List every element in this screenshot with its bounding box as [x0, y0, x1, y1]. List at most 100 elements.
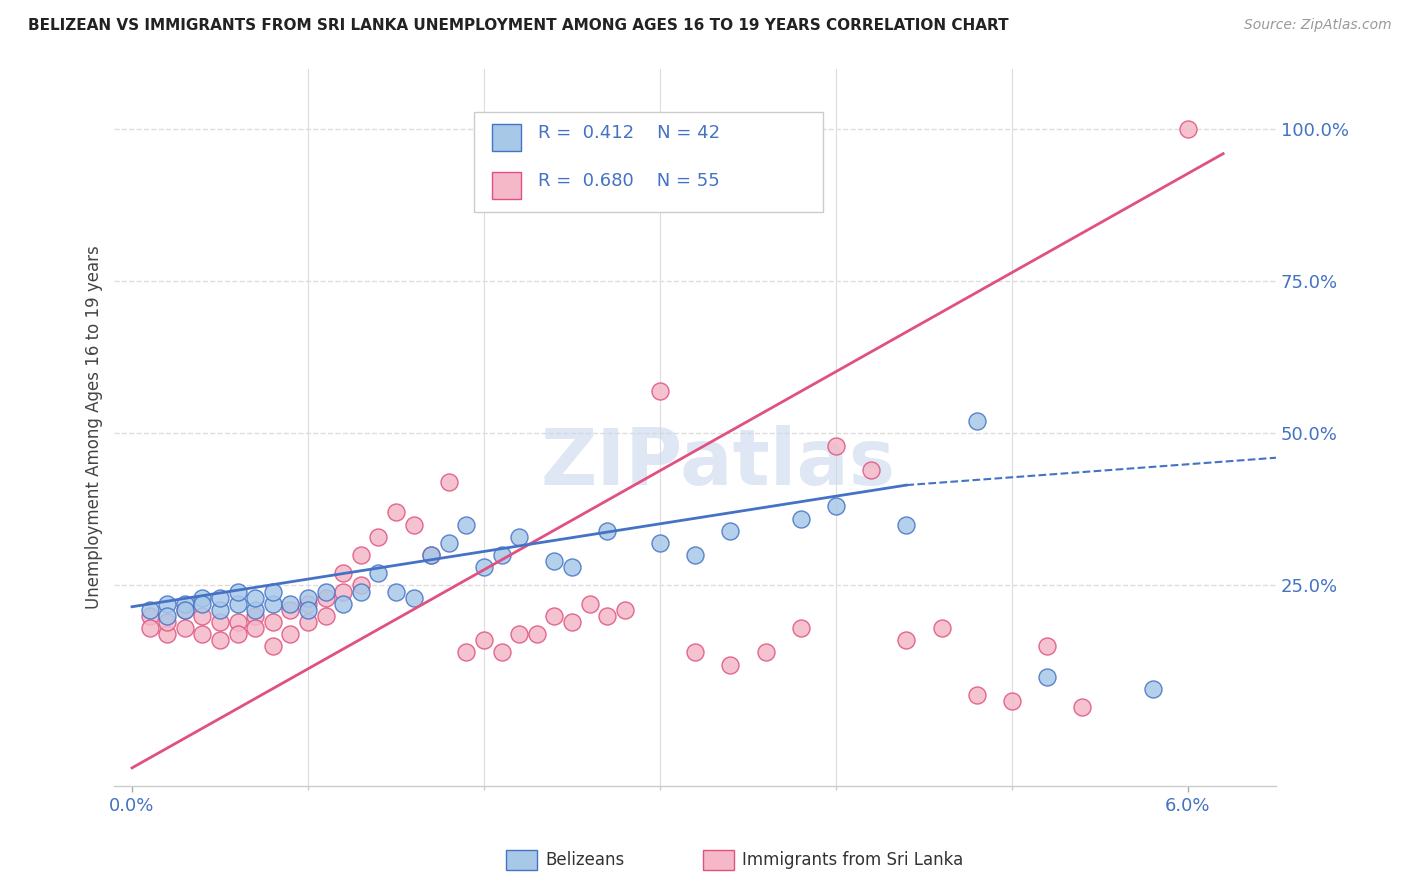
- Point: [297, 615, 319, 629]
- Text: Belizeans: Belizeans: [546, 851, 624, 869]
- Point: [191, 597, 214, 611]
- Point: [226, 597, 249, 611]
- Point: [896, 633, 918, 648]
- Point: [208, 603, 231, 617]
- Point: [297, 591, 319, 605]
- Point: [648, 384, 671, 398]
- Point: [437, 475, 460, 489]
- Point: [245, 621, 267, 635]
- Point: [173, 597, 195, 611]
- Point: [385, 584, 408, 599]
- Point: [297, 597, 319, 611]
- Point: [755, 645, 778, 659]
- Point: [315, 591, 337, 605]
- Point: [138, 621, 160, 635]
- Point: [1036, 670, 1059, 684]
- Point: [208, 591, 231, 605]
- Point: [543, 608, 565, 623]
- Point: [367, 530, 389, 544]
- Point: [596, 608, 619, 623]
- Point: [472, 633, 495, 648]
- Point: [491, 645, 513, 659]
- Point: [226, 584, 249, 599]
- Text: R =  0.680    N = 55: R = 0.680 N = 55: [538, 172, 720, 190]
- Point: [683, 548, 706, 562]
- Point: [1142, 681, 1164, 696]
- Point: [1177, 122, 1199, 136]
- Point: [966, 414, 988, 428]
- Text: Immigrants from Sri Lanka: Immigrants from Sri Lanka: [742, 851, 963, 869]
- Point: [491, 548, 513, 562]
- Point: [718, 657, 741, 672]
- Point: [262, 615, 284, 629]
- Text: BELIZEAN VS IMMIGRANTS FROM SRI LANKA UNEMPLOYMENT AMONG AGES 16 TO 19 YEARS COR: BELIZEAN VS IMMIGRANTS FROM SRI LANKA UN…: [28, 18, 1008, 33]
- Point: [245, 603, 267, 617]
- Point: [561, 560, 583, 574]
- Point: [420, 548, 443, 562]
- Point: [156, 615, 179, 629]
- Point: [280, 603, 302, 617]
- Point: [578, 597, 600, 611]
- Point: [156, 608, 179, 623]
- Point: [508, 530, 530, 544]
- Point: [280, 627, 302, 641]
- Point: [526, 627, 548, 641]
- Point: [966, 688, 988, 702]
- FancyBboxPatch shape: [474, 112, 823, 212]
- Point: [191, 608, 214, 623]
- Point: [472, 560, 495, 574]
- Point: [156, 627, 179, 641]
- Point: [456, 517, 478, 532]
- Point: [315, 608, 337, 623]
- Point: [648, 536, 671, 550]
- Point: [543, 554, 565, 568]
- Point: [138, 608, 160, 623]
- Point: [860, 463, 883, 477]
- Point: [420, 548, 443, 562]
- Point: [208, 633, 231, 648]
- Y-axis label: Unemployment Among Ages 16 to 19 years: Unemployment Among Ages 16 to 19 years: [86, 245, 103, 609]
- Point: [262, 597, 284, 611]
- Point: [1036, 640, 1059, 654]
- Point: [596, 524, 619, 538]
- Point: [718, 524, 741, 538]
- Point: [367, 566, 389, 581]
- Point: [191, 627, 214, 641]
- Point: [456, 645, 478, 659]
- Point: [825, 439, 848, 453]
- Point: [280, 597, 302, 611]
- Point: [226, 615, 249, 629]
- Point: [173, 603, 195, 617]
- Point: [385, 506, 408, 520]
- Text: R =  0.412    N = 42: R = 0.412 N = 42: [538, 124, 720, 142]
- Point: [208, 615, 231, 629]
- Text: ZIPatlas: ZIPatlas: [541, 425, 896, 501]
- Point: [191, 591, 214, 605]
- Point: [508, 627, 530, 641]
- Point: [297, 603, 319, 617]
- Point: [683, 645, 706, 659]
- Point: [156, 597, 179, 611]
- Point: [790, 621, 813, 635]
- Point: [262, 640, 284, 654]
- Point: [790, 511, 813, 525]
- Point: [245, 608, 267, 623]
- Point: [315, 584, 337, 599]
- Point: [332, 566, 354, 581]
- Point: [245, 591, 267, 605]
- Point: [138, 603, 160, 617]
- Point: [173, 603, 195, 617]
- Point: [350, 578, 373, 592]
- Point: [561, 615, 583, 629]
- Point: [931, 621, 953, 635]
- Text: Source: ZipAtlas.com: Source: ZipAtlas.com: [1244, 18, 1392, 32]
- Point: [402, 517, 425, 532]
- Point: [402, 591, 425, 605]
- Point: [1001, 694, 1024, 708]
- Point: [1071, 700, 1094, 714]
- Point: [332, 584, 354, 599]
- Point: [896, 517, 918, 532]
- Point: [613, 603, 636, 617]
- Point: [350, 584, 373, 599]
- FancyBboxPatch shape: [492, 172, 522, 199]
